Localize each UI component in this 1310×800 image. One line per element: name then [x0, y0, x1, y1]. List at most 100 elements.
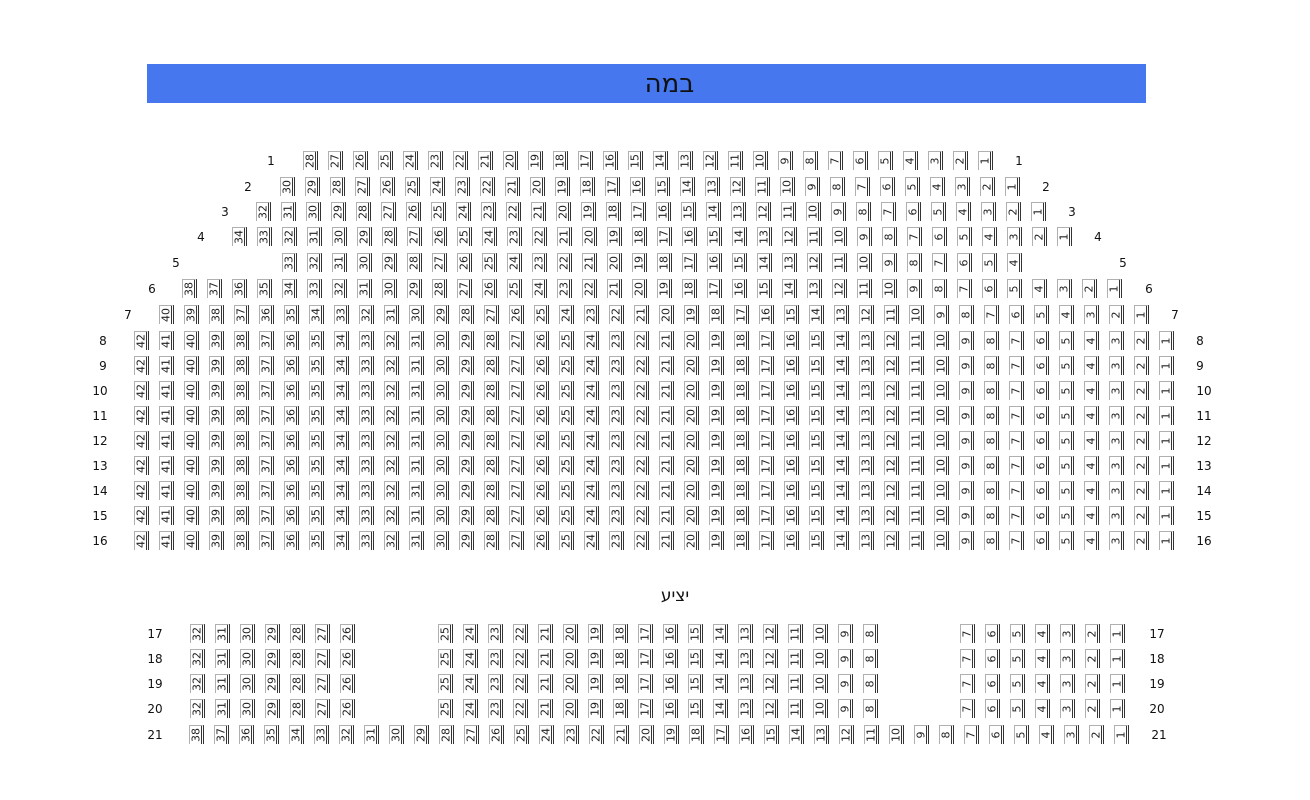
seat-row12-35[interactable]: 35: [309, 431, 324, 450]
seat-row8-38[interactable]: 38: [234, 331, 249, 350]
seat-row15-16[interactable]: 16: [784, 506, 799, 525]
seat-row21-34[interactable]: 34: [289, 725, 304, 744]
seat-row2-1[interactable]: 1: [1005, 177, 1020, 196]
seat-row19-22[interactable]: 22: [513, 674, 528, 693]
seat-row13-21[interactable]: 21: [659, 456, 674, 475]
seat-row4-6[interactable]: 6: [932, 227, 947, 246]
seat-row13-18[interactable]: 18: [734, 456, 749, 475]
seat-row7-19[interactable]: 19: [684, 305, 699, 324]
seat-row9-2[interactable]: 2: [1134, 356, 1149, 375]
seat-row5-7[interactable]: 7: [932, 253, 947, 272]
seat-row20-14[interactable]: 14: [713, 699, 728, 718]
seat-row8-3[interactable]: 3: [1109, 331, 1124, 350]
seat-row21-4[interactable]: 4: [1039, 725, 1054, 744]
seat-row8-8[interactable]: 8: [984, 331, 999, 350]
seat-row16-24[interactable]: 24: [584, 531, 599, 550]
seat-row17-12[interactable]: 12: [763, 624, 778, 643]
seat-row4-10[interactable]: 10: [832, 227, 847, 246]
seat-row18-29[interactable]: 29: [265, 649, 280, 668]
seat-row10-31[interactable]: 31: [409, 381, 424, 400]
seat-row10-28[interactable]: 28: [484, 381, 499, 400]
seat-row5-10[interactable]: 10: [857, 253, 872, 272]
seat-row1-16[interactable]: 16: [603, 151, 618, 170]
seat-row8-11[interactable]: 11: [909, 331, 924, 350]
seat-row6-34[interactable]: 34: [282, 279, 297, 298]
seat-row21-1[interactable]: 1: [1114, 725, 1129, 744]
seat-row20-20[interactable]: 20: [563, 699, 578, 718]
seat-row17-16[interactable]: 16: [663, 624, 678, 643]
seat-row10-22[interactable]: 22: [634, 381, 649, 400]
seat-row21-19[interactable]: 19: [664, 725, 679, 744]
seat-row5-19[interactable]: 19: [632, 253, 647, 272]
seat-row5-22[interactable]: 22: [557, 253, 572, 272]
seat-row12-13[interactable]: 13: [859, 431, 874, 450]
seat-row7-11[interactable]: 11: [884, 305, 899, 324]
seat-row9-41[interactable]: 41: [159, 356, 174, 375]
seat-row9-14[interactable]: 14: [834, 356, 849, 375]
seat-row14-32[interactable]: 32: [384, 481, 399, 500]
seat-row8-33[interactable]: 33: [359, 331, 374, 350]
seat-row5-23[interactable]: 23: [532, 253, 547, 272]
seat-row15-27[interactable]: 27: [509, 506, 524, 525]
seat-row5-14[interactable]: 14: [757, 253, 772, 272]
seat-row12-36[interactable]: 36: [284, 431, 299, 450]
seat-row15-2[interactable]: 2: [1134, 506, 1149, 525]
seat-row10-25[interactable]: 25: [559, 381, 574, 400]
seat-row12-25[interactable]: 25: [559, 431, 574, 450]
seat-row12-7[interactable]: 7: [1009, 431, 1024, 450]
seat-row9-29[interactable]: 29: [459, 356, 474, 375]
seat-row10-35[interactable]: 35: [309, 381, 324, 400]
seat-row16-3[interactable]: 3: [1109, 531, 1124, 550]
seat-row3-15[interactable]: 15: [681, 202, 696, 221]
seat-row3-6[interactable]: 6: [906, 202, 921, 221]
seat-row18-12[interactable]: 12: [763, 649, 778, 668]
seat-row2-17[interactable]: 17: [605, 177, 620, 196]
seat-row18-32[interactable]: 32: [190, 649, 205, 668]
seat-row3-25[interactable]: 25: [431, 202, 446, 221]
seat-row11-21[interactable]: 21: [659, 406, 674, 425]
seat-row21-29[interactable]: 29: [414, 725, 429, 744]
seat-row3-20[interactable]: 20: [556, 202, 571, 221]
seat-row20-9[interactable]: 9: [838, 699, 853, 718]
seat-row16-36[interactable]: 36: [284, 531, 299, 550]
seat-row10-34[interactable]: 34: [334, 381, 349, 400]
seat-row21-21[interactable]: 21: [614, 725, 629, 744]
seat-row15-15[interactable]: 15: [809, 506, 824, 525]
seat-row7-7[interactable]: 7: [984, 305, 999, 324]
seat-row19-14[interactable]: 14: [713, 674, 728, 693]
seat-row14-28[interactable]: 28: [484, 481, 499, 500]
seat-row8-23[interactable]: 23: [609, 331, 624, 350]
seat-row10-41[interactable]: 41: [159, 381, 174, 400]
seat-row11-37[interactable]: 37: [259, 406, 274, 425]
seat-row3-5[interactable]: 5: [931, 202, 946, 221]
seat-row17-24[interactable]: 24: [463, 624, 478, 643]
seat-row8-4[interactable]: 4: [1084, 331, 1099, 350]
seat-row20-10[interactable]: 10: [813, 699, 828, 718]
seat-row11-16[interactable]: 16: [784, 406, 799, 425]
seat-row14-37[interactable]: 37: [259, 481, 274, 500]
seat-row6-21[interactable]: 21: [607, 279, 622, 298]
seat-row4-17[interactable]: 17: [657, 227, 672, 246]
seat-row10-24[interactable]: 24: [584, 381, 599, 400]
seat-row9-13[interactable]: 13: [859, 356, 874, 375]
seat-row11-31[interactable]: 31: [409, 406, 424, 425]
seat-row6-2[interactable]: 2: [1082, 279, 1097, 298]
seat-row3-16[interactable]: 16: [656, 202, 671, 221]
seat-row1-19[interactable]: 19: [528, 151, 543, 170]
seat-row20-18[interactable]: 18: [613, 699, 628, 718]
seat-row12-3[interactable]: 3: [1109, 431, 1124, 450]
seat-row1-15[interactable]: 15: [628, 151, 643, 170]
seat-row13-4[interactable]: 4: [1084, 456, 1099, 475]
seat-row15-10[interactable]: 10: [934, 506, 949, 525]
seat-row15-22[interactable]: 22: [634, 506, 649, 525]
seat-row11-8[interactable]: 8: [984, 406, 999, 425]
seat-row1-2[interactable]: 2: [953, 151, 968, 170]
seat-row13-34[interactable]: 34: [334, 456, 349, 475]
seat-row9-6[interactable]: 6: [1034, 356, 1049, 375]
seat-row15-20[interactable]: 20: [684, 506, 699, 525]
seat-row17-30[interactable]: 30: [240, 624, 255, 643]
seat-row7-32[interactable]: 32: [359, 305, 374, 324]
seat-row9-21[interactable]: 21: [659, 356, 674, 375]
seat-row6-1[interactable]: 1: [1107, 279, 1122, 298]
seat-row15-28[interactable]: 28: [484, 506, 499, 525]
